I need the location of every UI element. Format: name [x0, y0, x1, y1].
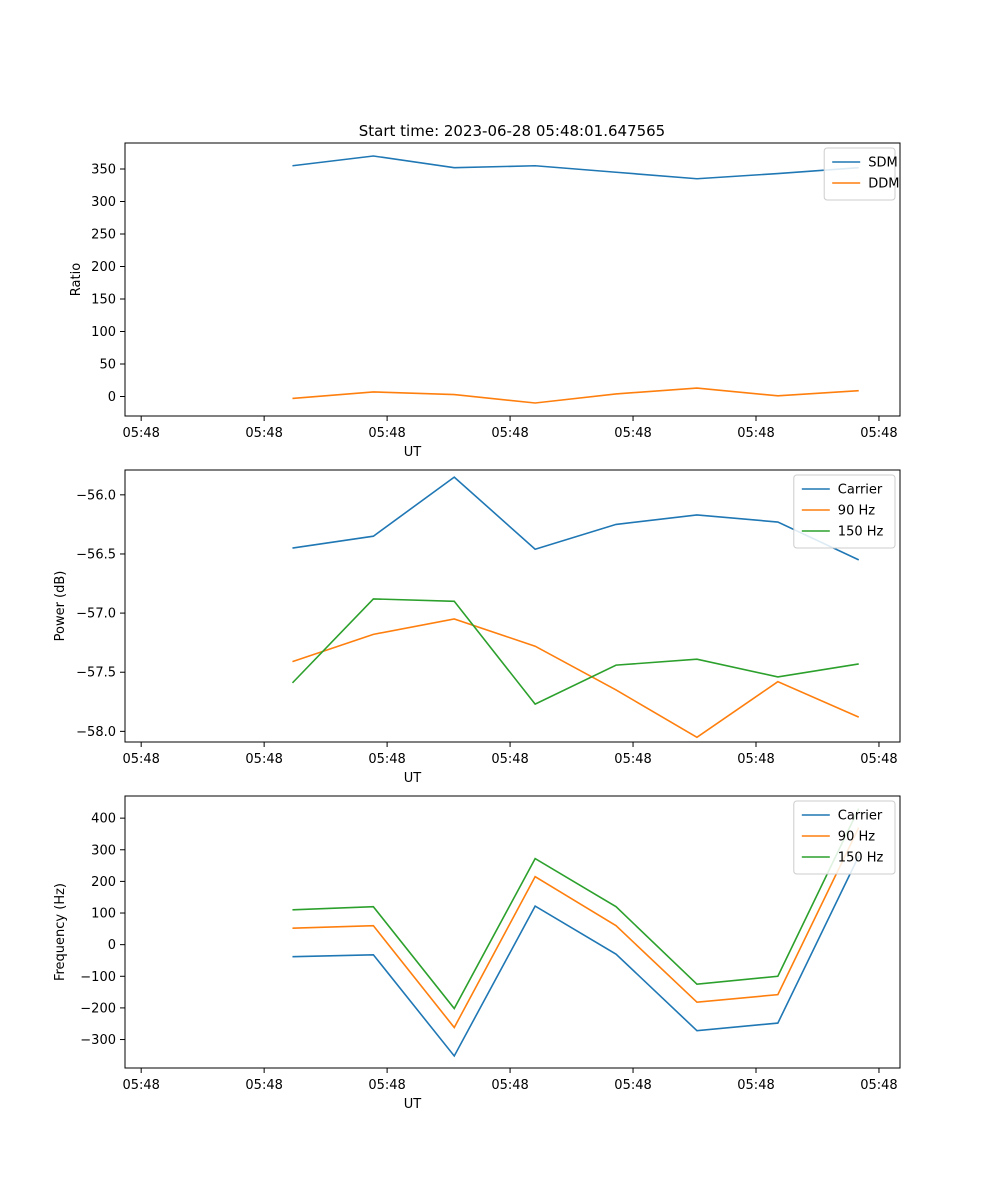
- ratio-y-tick-label: 300: [91, 195, 116, 210]
- ratio-y-tick-label: 50: [99, 358, 116, 373]
- frequency-legend-label-carrier: Carrier: [838, 809, 883, 824]
- power-y-tick-label: −56.5: [76, 547, 116, 562]
- power-x-tick-label: 05:48: [245, 752, 282, 767]
- power-legend-label-carrier: Carrier: [838, 483, 883, 498]
- ratio-y-tick-label: 200: [91, 260, 116, 275]
- ratio-x-tick-label: 05:48: [491, 426, 528, 441]
- frequency-x-tick-label: 05:48: [491, 1078, 528, 1093]
- ratio-x-tick-label: 05:48: [368, 426, 405, 441]
- power-x-axis-label: UT: [404, 771, 422, 786]
- frequency-y-axis-label: Frequency (Hz): [53, 883, 68, 981]
- ratio-legend-label-sdm: SDM: [868, 156, 897, 171]
- power-x-tick-label: 05:48: [368, 752, 405, 767]
- power-x-tick-label: 05:48: [122, 752, 159, 767]
- power-x-tick-label: 05:48: [737, 752, 774, 767]
- power-y-tick-label: −58.0: [76, 725, 116, 740]
- frequency-legend: Carrier 90 Hz 150 Hz: [794, 801, 895, 874]
- frequency-x-tick-label: 05:48: [860, 1078, 897, 1093]
- frequency-x-tick-label: 05:48: [368, 1078, 405, 1093]
- ratio-legend-label-ddm: DDM: [868, 177, 899, 192]
- frequency-y-tick-label: 100: [91, 907, 116, 922]
- ratio-x-tick-label: 05:48: [245, 426, 282, 441]
- ratio-y-axis-label: Ratio: [69, 263, 84, 296]
- power-y-axis-label: Power (dB): [53, 571, 68, 642]
- ratio-x-tick-label: 05:48: [737, 426, 774, 441]
- frequency-y-tick-label: −100: [80, 970, 116, 985]
- frequency-y-tick-label: −200: [80, 1001, 116, 1016]
- power-x-tick-label: 05:48: [860, 752, 897, 767]
- frequency-x-tick-label: 05:48: [614, 1078, 651, 1093]
- frequency-y-tick-label: −300: [80, 1033, 116, 1048]
- ratio-y-tick-label: 100: [91, 325, 116, 340]
- power-legend-label-90-hz: 90 Hz: [838, 504, 875, 519]
- frequency-legend-label-150-hz: 150 Hz: [838, 851, 884, 866]
- ratio-x-tick-label: 05:48: [614, 426, 651, 441]
- frequency-x-tick-label: 05:48: [245, 1078, 282, 1093]
- frequency-y-tick-label: 0: [108, 938, 116, 953]
- power-y-tick-label: −57.0: [76, 607, 116, 622]
- ratio-y-tick-label: 350: [91, 163, 116, 178]
- ratio-x-axis-label: UT: [404, 445, 422, 460]
- frequency-x-tick-label: 05:48: [737, 1078, 774, 1093]
- power-y-tick-label: −57.5: [76, 666, 116, 681]
- power-legend: Carrier 90 Hz 150 Hz: [794, 475, 895, 548]
- power-legend-label-150-hz: 150 Hz: [838, 525, 884, 540]
- power-y-tick-label: −56.0: [76, 488, 116, 503]
- ratio-x-tick-label: 05:48: [122, 426, 159, 441]
- frequency-y-tick-label: 200: [91, 875, 116, 890]
- frequency-legend-label-90-hz: 90 Hz: [838, 830, 875, 845]
- ratio-x-tick-label: 05:48: [860, 426, 897, 441]
- frequency-x-tick-label: 05:48: [122, 1078, 159, 1093]
- power-x-tick-label: 05:48: [614, 752, 651, 767]
- power-x-tick-label: 05:48: [491, 752, 528, 767]
- frequency-y-tick-label: 400: [91, 812, 116, 827]
- ratio-y-tick-label: 0: [108, 390, 116, 405]
- figure-title: Start time: 2023-06-28 05:48:01.647565: [359, 122, 665, 140]
- ratio-y-tick-label: 250: [91, 228, 116, 243]
- frequency-x-axis-label: UT: [404, 1097, 422, 1112]
- frequency-y-tick-label: 300: [91, 843, 116, 858]
- ratio-y-tick-label: 150: [91, 293, 116, 308]
- ratio-legend: SDM DDM: [824, 148, 899, 200]
